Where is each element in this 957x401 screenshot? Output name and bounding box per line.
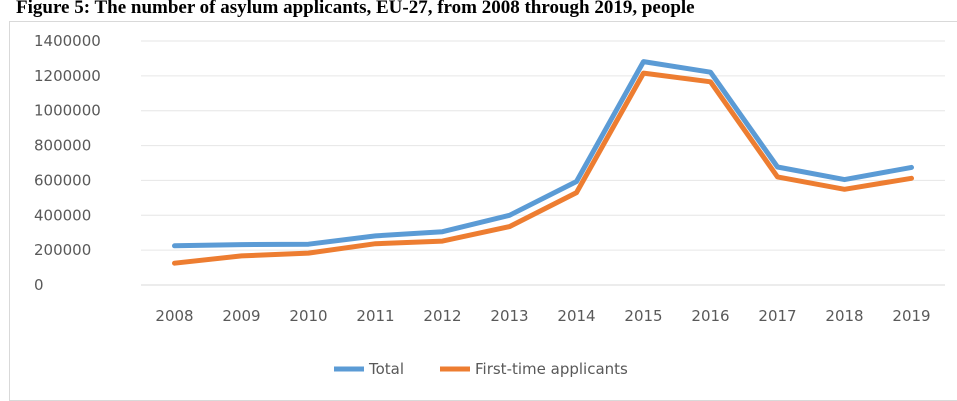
data-point: [710, 81, 711, 83]
y-tick-label: 200000: [34, 241, 91, 259]
x-tick-label: 2016: [691, 307, 729, 325]
x-tick-label: 2009: [222, 307, 260, 325]
y-tick-label: 800000: [34, 137, 91, 155]
chart-title: Figure 5: The number of asylum applicant…: [16, 0, 695, 18]
y-tick-label: 1200000: [34, 67, 101, 85]
y-tick-label: 0: [34, 276, 44, 294]
series-lines: [172, 59, 914, 266]
series-line-first-time-applicants: [172, 70, 914, 266]
x-tick-label: 2008: [155, 307, 193, 325]
y-tick-label: 1000000: [34, 102, 101, 120]
data-point: [844, 188, 845, 190]
data-point: [911, 166, 912, 168]
data-point: [509, 214, 510, 216]
data-point: [442, 240, 443, 242]
data-point: [777, 166, 778, 168]
x-tick-label: 2015: [624, 307, 662, 325]
data-point: [375, 235, 376, 237]
data-point: [576, 192, 577, 194]
data-point: [777, 176, 778, 178]
data-point: [576, 180, 577, 182]
data-point: [174, 245, 175, 247]
x-tick-label: 2012: [423, 307, 461, 325]
data-point: [911, 177, 912, 179]
data-point: [710, 71, 711, 73]
x-tick-label: 2014: [557, 307, 595, 325]
x-tick-label: 2017: [758, 307, 796, 325]
x-tick-label: 2011: [356, 307, 394, 325]
x-tick-label: 2010: [289, 307, 327, 325]
gridlines: [141, 40, 945, 286]
y-tick-label: 1400000: [34, 32, 101, 50]
x-tick-label: 2018: [825, 307, 863, 325]
legend: Total First-time applicants: [334, 360, 628, 378]
data-point: [844, 179, 845, 181]
x-tick-label: 2013: [490, 307, 528, 325]
data-point: [442, 231, 443, 233]
x-tick-label: 2019: [892, 307, 930, 325]
y-tick-label: 600000: [34, 171, 91, 189]
legend-label: Total: [368, 360, 404, 378]
data-point: [241, 244, 242, 246]
data-point: [174, 262, 175, 264]
y-axis-ticks: 0 200000 400000 600000 800000 1000000 1200000 1…: [34, 32, 101, 294]
legend-label: First-time applicants: [475, 360, 628, 378]
data-point: [643, 61, 644, 63]
series-line-total: [172, 59, 914, 249]
data-point: [308, 243, 309, 245]
data-point: [643, 72, 644, 74]
data-point: [509, 226, 510, 228]
y-tick-label: 400000: [34, 206, 91, 224]
x-axis-ticks: 2008 2009 2010 2011 2012 2013 2014 2015 2016 2017…: [155, 307, 930, 325]
data-point: [241, 255, 242, 257]
data-point: [375, 243, 376, 245]
data-point: [308, 252, 309, 254]
